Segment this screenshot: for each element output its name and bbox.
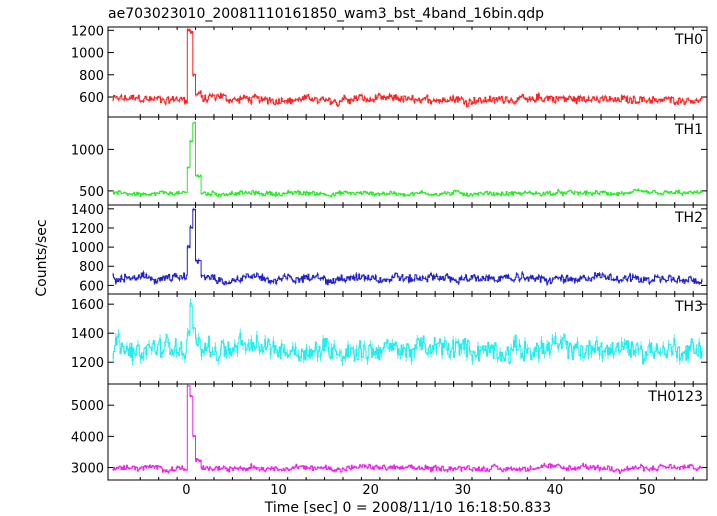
y-tick-label: 3000 [71,462,104,477]
chart-title: ae703023010_20081110161850_wam3_bst_4ban… [108,6,544,22]
panel-th0123: 3000 4000 5000 TH0123 [71,383,708,481]
y-tick-label: 500 [79,185,104,200]
panels: 60080010001200TH05001000TH16008001000120… [71,24,708,498]
x-tick-label: 10 [270,483,287,498]
x-tick-label: 40 [547,483,564,498]
panel-frame [107,116,708,206]
series-th0123 [112,385,703,474]
x-tick-label: 50 [639,483,656,498]
y-tick-label: 1600 [71,298,104,313]
panel-label: TH3 [674,299,703,315]
y-tick-label: 600 [79,91,104,106]
y-tick-label: 800 [79,260,104,275]
panel-label: TH1 [674,122,703,138]
series-th3 [112,302,703,365]
y-tick-label: 1200 [71,222,104,237]
panel-th1: 500 1000 TH1 [71,116,708,206]
y-tick-label: 5000 [71,399,104,414]
y-tick-label: 600 [79,279,104,294]
panel-label: TH0123 [647,389,703,405]
y-axis-label: Counts/sec [34,219,50,296]
y-tick-label: 1400 [71,203,104,218]
y-tick-label: 4000 [71,430,104,445]
y-tick-label: 1000 [71,241,104,256]
y-tick-label: 1200 [71,24,104,39]
x-tick-label: 20 [362,483,379,498]
y-tick-label: 800 [79,69,104,84]
x-tick-label: 30 [455,483,472,498]
panel-th2: 600 800 1000 1200 1400 TH2 [71,203,708,295]
x-tick-label: 0 [182,483,190,498]
panel-th3: 1200 1400 1600 TH3 [71,293,708,385]
panel-th0: 600 800 1000 1200 TH0 [71,24,708,118]
panel-frame [107,383,708,481]
panel-frame [107,26,708,118]
panel-label: TH0 [674,32,703,48]
series-th0 [112,28,703,107]
x-axis-label: Time [sec] 0 = 2008/11/10 16:18:50.833 [264,500,551,516]
y-tick-label: 1200 [71,356,104,371]
y-tick-label: 1000 [71,47,104,62]
panel-label: TH2 [674,210,703,226]
y-tick-label: 1000 [71,143,104,158]
series-th2 [112,208,703,286]
series-th1 [112,121,703,198]
y-tick-label: 1400 [71,327,104,342]
